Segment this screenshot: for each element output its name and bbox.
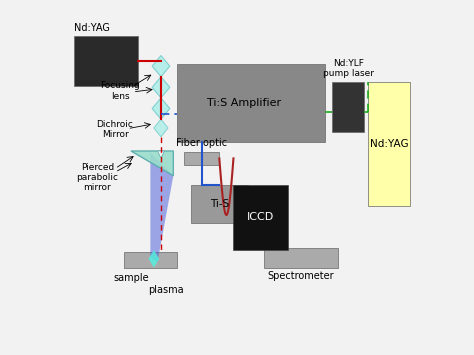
- Bar: [124, 252, 177, 268]
- Bar: [234, 185, 288, 250]
- Text: Dichroic
Mirror: Dichroic Mirror: [97, 120, 134, 140]
- Polygon shape: [152, 98, 170, 119]
- Polygon shape: [152, 55, 170, 77]
- Text: sample: sample: [113, 273, 149, 283]
- Text: Focusing
lens: Focusing lens: [100, 81, 140, 100]
- Text: Nd:YLF
pump laser: Nd:YLF pump laser: [323, 59, 374, 78]
- Bar: [184, 152, 219, 165]
- Text: Pierced
parabolic
mirror: Pierced parabolic mirror: [76, 163, 118, 192]
- Polygon shape: [131, 151, 173, 176]
- Polygon shape: [152, 77, 170, 98]
- Text: Nd:YAG: Nd:YAG: [74, 22, 110, 33]
- Bar: [368, 82, 410, 206]
- Polygon shape: [150, 153, 173, 262]
- Bar: [177, 64, 326, 142]
- Text: ICCD: ICCD: [247, 212, 274, 222]
- Text: Fiber optic: Fiber optic: [176, 138, 227, 148]
- Polygon shape: [154, 119, 168, 137]
- Text: plasma: plasma: [148, 285, 184, 295]
- Bar: [332, 82, 365, 132]
- Polygon shape: [148, 250, 159, 268]
- Bar: [264, 248, 338, 268]
- Text: Spectrometer: Spectrometer: [267, 271, 334, 281]
- Bar: [74, 36, 138, 86]
- Text: Ti:S Amplifier: Ti:S Amplifier: [207, 98, 281, 108]
- Text: Ti-S: Ti-S: [210, 199, 229, 209]
- Text: Nd:YAG: Nd:YAG: [370, 139, 409, 149]
- Polygon shape: [157, 151, 164, 158]
- Bar: [191, 185, 247, 223]
